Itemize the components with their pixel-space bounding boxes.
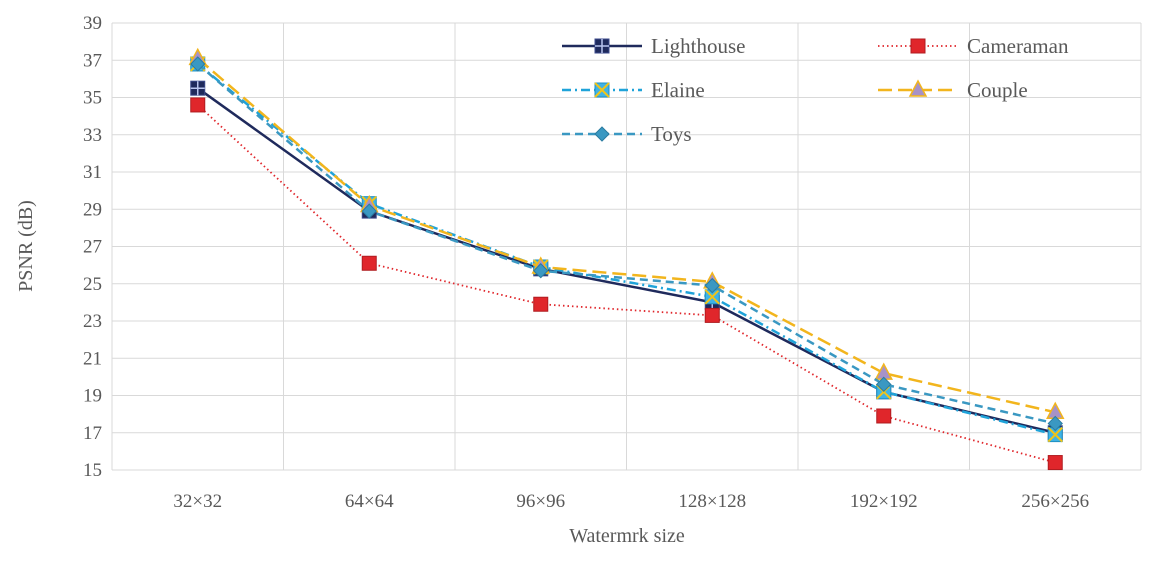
legend-elaine: Elaine (562, 78, 705, 102)
series-toys-point-marker (533, 263, 549, 279)
series-cameraman (190, 97, 1063, 471)
x-tick-label: 32×32 (173, 491, 222, 512)
series-lines (188, 47, 1065, 471)
legend-toys: Toys (562, 122, 692, 146)
legend-couple-label: Couple (967, 78, 1028, 102)
legend-cameraman-swatch-marker (910, 38, 926, 54)
series-couple-line (196, 57, 1056, 414)
x-tick-label: 256×256 (1021, 491, 1089, 512)
legend-lighthouse: Lighthouse (562, 34, 746, 58)
legend-toys-label: Toys (651, 122, 692, 146)
legend-lighthouse-swatch-marker (594, 38, 610, 54)
legend-elaine-swatch-marker (594, 82, 610, 98)
legend-lighthouse-label: Lighthouse (651, 34, 746, 58)
legend-elaine-label: Elaine (651, 78, 705, 102)
x-tick-labels: 32×32 64×64 96×96 128×128 192×192 256×256 (173, 491, 1089, 512)
series-cameraman-point-marker (704, 307, 720, 323)
grid-lines (111, 22, 1142, 471)
y-tick-label: 39 (83, 13, 102, 34)
y-tick-label: 15 (83, 460, 102, 481)
series-toys-point-marker (704, 277, 720, 294)
series-toys (190, 56, 1063, 432)
y-tick-label: 17 (83, 423, 102, 444)
y-tick-label: 27 (83, 237, 102, 258)
legend-couple: Couple (878, 78, 1028, 102)
y-tick-label: 29 (83, 199, 102, 220)
legend-toys-swatch-marker (594, 126, 610, 142)
x-tick-label: 96×96 (516, 491, 565, 512)
y-tick-label: 19 (83, 386, 102, 407)
x-tick-label: 192×192 (850, 491, 918, 512)
y-tick-label: 31 (83, 162, 102, 183)
y-tick-labels: 15 17 19 21 23 25 27 29 31 33 35 37 39 (83, 13, 102, 481)
legend-couple-swatch-marker (908, 79, 928, 97)
series-toys-point-marker (361, 203, 377, 219)
legend-cameraman-label: Cameraman (967, 34, 1069, 58)
series-toys-line (196, 63, 1056, 425)
series-cameraman-point-marker (1047, 455, 1063, 471)
series-cameraman-point-marker (190, 97, 206, 113)
series-toys-point-marker (1047, 415, 1063, 432)
y-tick-label: 25 (83, 274, 102, 295)
x-axis-label: Watermrk size (569, 525, 685, 547)
y-tick-label: 35 (83, 88, 102, 109)
y-tick-label: 21 (83, 348, 102, 369)
y-axis-label: PSNR (dB) (15, 200, 37, 292)
series-cameraman-line (197, 104, 1056, 464)
series-toys-point-marker (190, 56, 206, 72)
y-tick-label: 37 (83, 50, 102, 71)
x-tick-label: 64×64 (345, 491, 394, 512)
series-toys-point-marker (876, 376, 892, 393)
x-tick-label: 128×128 (678, 491, 746, 512)
legend: Lighthouse Cameraman Elaine Couple Toys (562, 34, 1069, 146)
y-tick-label: 23 (83, 311, 102, 332)
series-cameraman-point-marker (876, 408, 892, 424)
series-cameraman-point-marker (361, 255, 377, 271)
series-cameraman-point-marker (533, 296, 549, 312)
series-lighthouse-point-marker (190, 80, 206, 96)
legend-cameraman: Cameraman (878, 34, 1069, 58)
y-tick-label: 33 (83, 125, 102, 146)
